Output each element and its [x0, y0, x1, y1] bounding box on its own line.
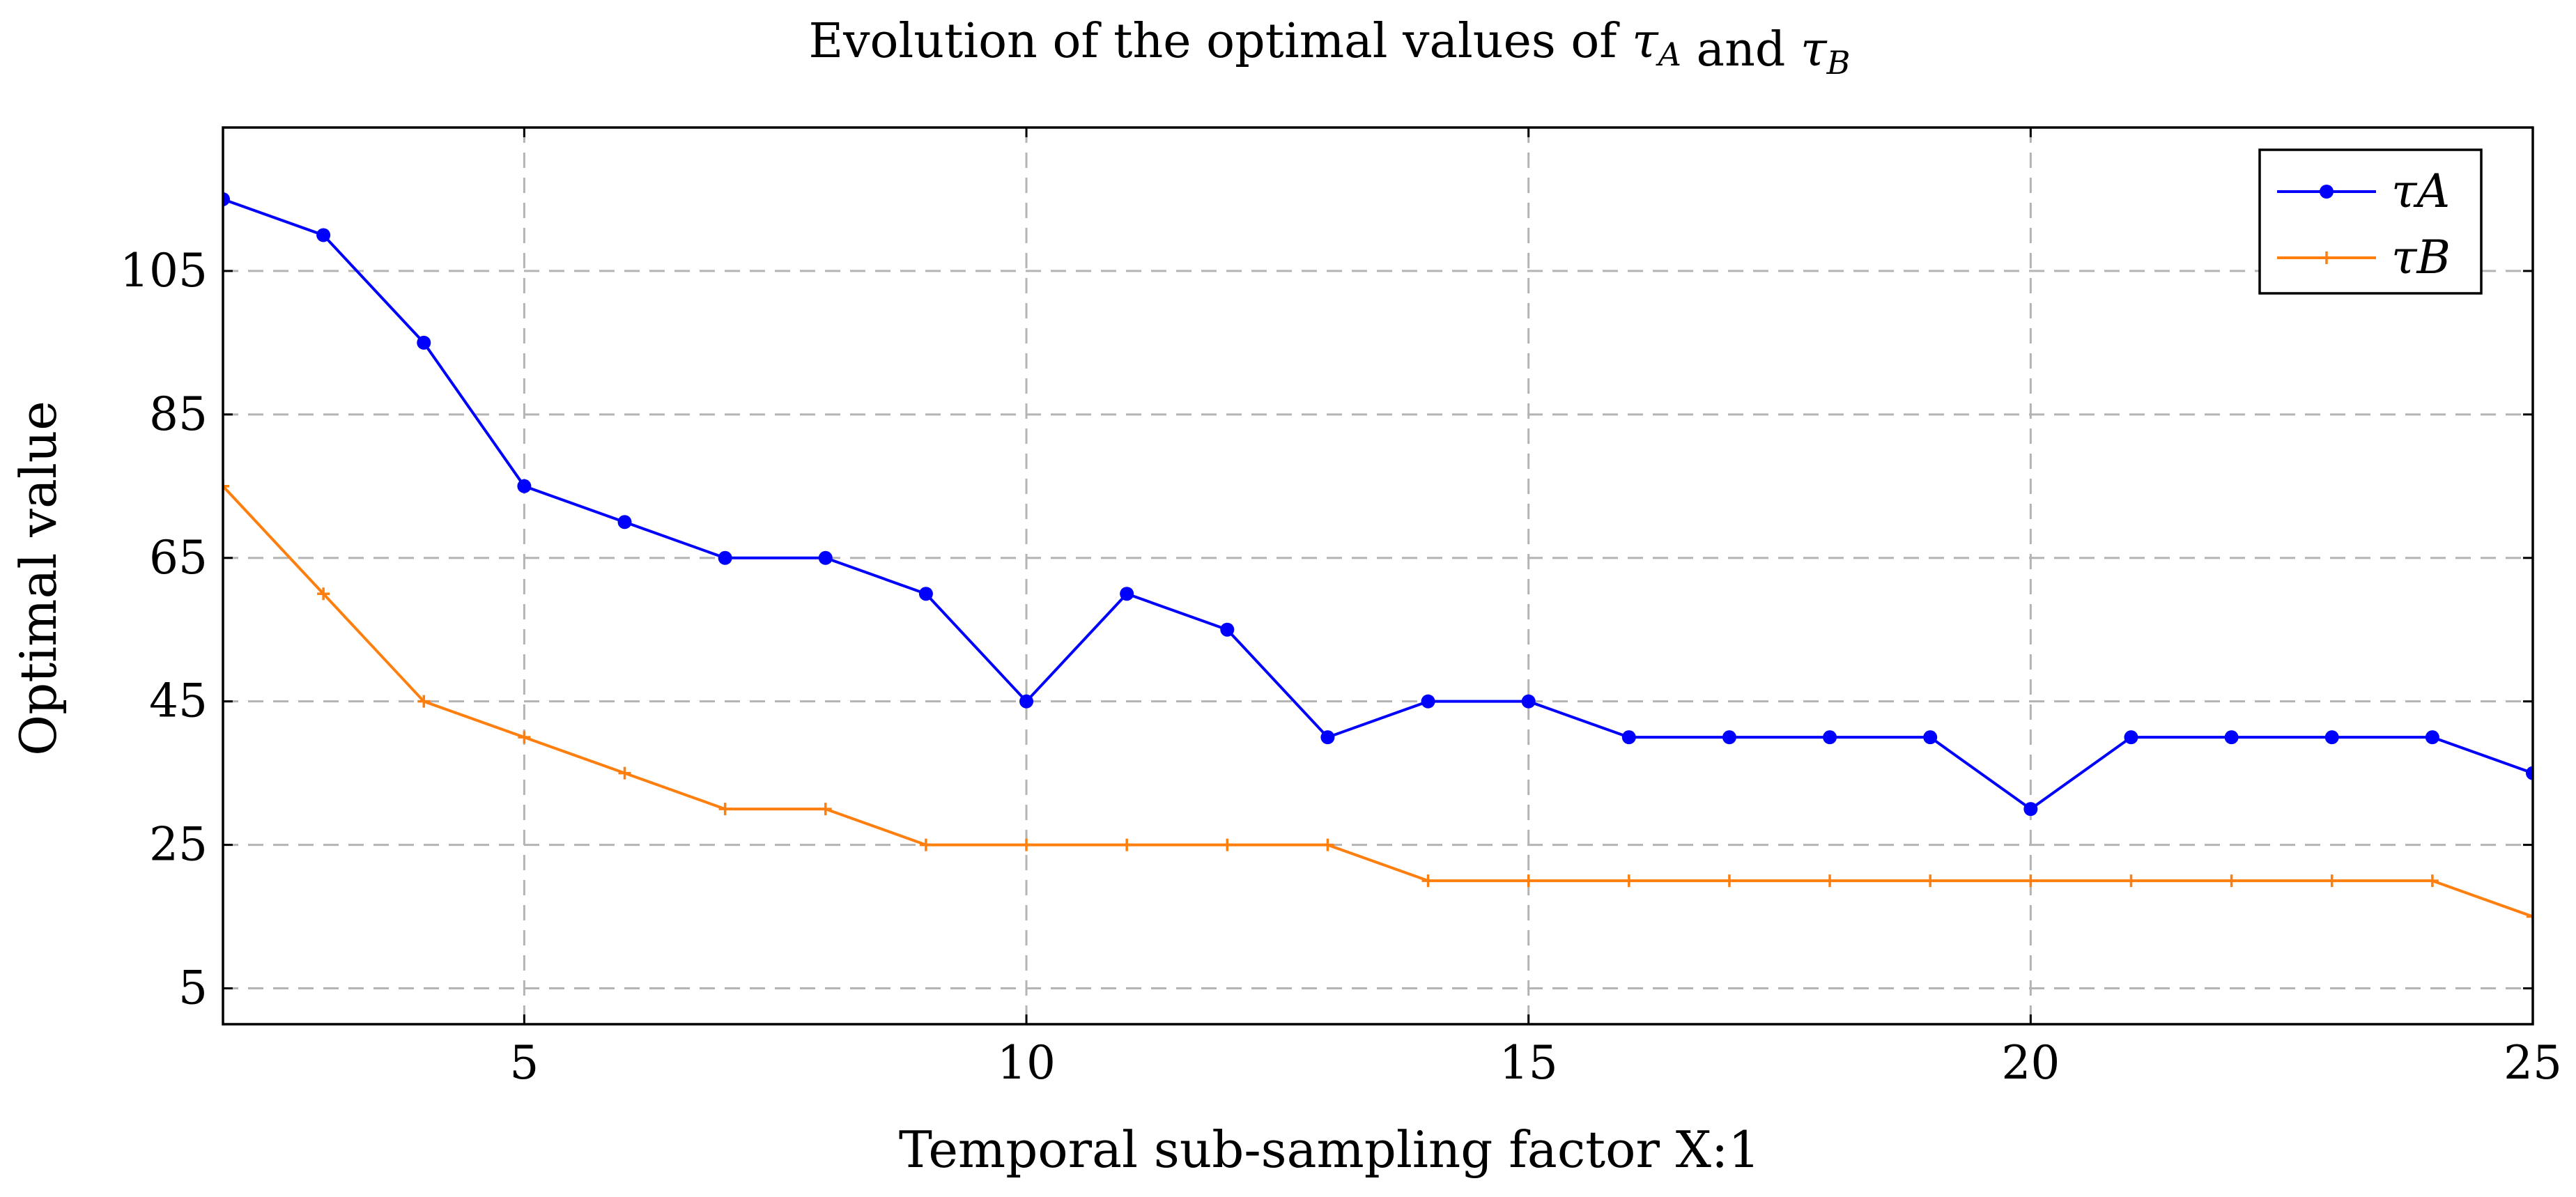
- data-point: [2325, 874, 2338, 888]
- x-tick-label: 15: [1499, 1036, 1558, 1090]
- y-tick-label: 85: [149, 387, 208, 441]
- gridlines: [223, 128, 2534, 1024]
- data-point: [2124, 730, 2138, 745]
- data-point: [1221, 838, 1234, 851]
- data-point: [2124, 874, 2138, 888]
- legend: τA τB: [2258, 148, 2483, 295]
- legend-entry: τB: [2277, 231, 2451, 284]
- data-point: [2023, 802, 2038, 817]
- data-point: [2425, 874, 2439, 888]
- data-point: [919, 838, 932, 851]
- series-tau-b: [223, 479, 2533, 923]
- data-point: [818, 550, 833, 565]
- data-point: [1421, 694, 1435, 709]
- series-tau-a: [223, 192, 2533, 817]
- data-point: [1522, 874, 1535, 888]
- data-point: [1823, 730, 1837, 745]
- data-point: [1722, 874, 1736, 888]
- data-point: [223, 192, 230, 206]
- plot-frame: [222, 126, 2534, 1026]
- data-point: [317, 587, 330, 601]
- data-point: [718, 550, 732, 565]
- y-tick-label: 105: [120, 244, 208, 298]
- data-point: [2425, 730, 2439, 745]
- x-tick-label: 25: [2504, 1036, 2562, 1090]
- data-point: [618, 766, 631, 780]
- data-point: [1019, 694, 1034, 709]
- data-point: [918, 587, 933, 601]
- data-point: [617, 515, 632, 530]
- data-point: [2024, 874, 2037, 888]
- data-point: [223, 479, 229, 493]
- data-point: [1823, 874, 1837, 888]
- data-point: [417, 335, 431, 350]
- data-point: [2225, 874, 2238, 888]
- legend-entry: τA: [2277, 164, 2450, 218]
- y-tick-label: 45: [149, 674, 208, 728]
- series-line: [223, 198, 2533, 811]
- data-point: [1924, 874, 1937, 888]
- data-point: [2324, 730, 2339, 745]
- plot-series: [223, 192, 2533, 923]
- data-point: [718, 803, 732, 816]
- x-axis-label: Temporal sub-sampling factor X:1: [899, 1120, 1760, 1179]
- data-point: [1421, 874, 1435, 888]
- data-point: [1020, 838, 1033, 851]
- data-point: [1622, 874, 1635, 888]
- y-axis-ticks: 5 25 45 65 85 105: [120, 244, 2533, 1015]
- data-point: [1120, 587, 1134, 601]
- legend-box: [2258, 148, 2483, 295]
- data-point: [2224, 730, 2239, 745]
- data-point: [1621, 730, 1636, 745]
- x-tick-label: 10: [997, 1036, 1056, 1090]
- chart-title: Evolution of the optimal values of τA an…: [809, 14, 1851, 82]
- y-tick-label: 25: [149, 818, 208, 872]
- x-tick-label: 20: [2001, 1036, 2060, 1090]
- data-point: [1220, 622, 1235, 637]
- x-tick-label: 5: [509, 1036, 539, 1090]
- x-axis-ticks: 5 10 15 20 25: [509, 128, 2562, 1090]
- data-point: [1321, 838, 1334, 851]
- data-point: [819, 803, 832, 816]
- data-point: [417, 695, 431, 708]
- legend-label: τB: [2391, 231, 2451, 284]
- data-point: [1722, 730, 1736, 745]
- data-point: [1120, 838, 1134, 851]
- legend-marker: [2320, 185, 2334, 199]
- data-point: [1320, 730, 1335, 745]
- data-point: [1923, 730, 1938, 745]
- y-axis-label: Optimal value: [9, 401, 68, 756]
- data-point: [1521, 694, 1536, 709]
- data-point: [518, 731, 531, 744]
- series-line: [223, 485, 2533, 918]
- data-point: [316, 228, 331, 242]
- legend-label: τA: [2391, 164, 2450, 218]
- data-point: [2526, 766, 2533, 780]
- data-point: [517, 479, 532, 493]
- legend-marker: [2320, 252, 2333, 264]
- y-tick-label: 5: [178, 962, 208, 1015]
- y-tick-label: 65: [149, 531, 208, 585]
- data-point: [2527, 910, 2533, 923]
